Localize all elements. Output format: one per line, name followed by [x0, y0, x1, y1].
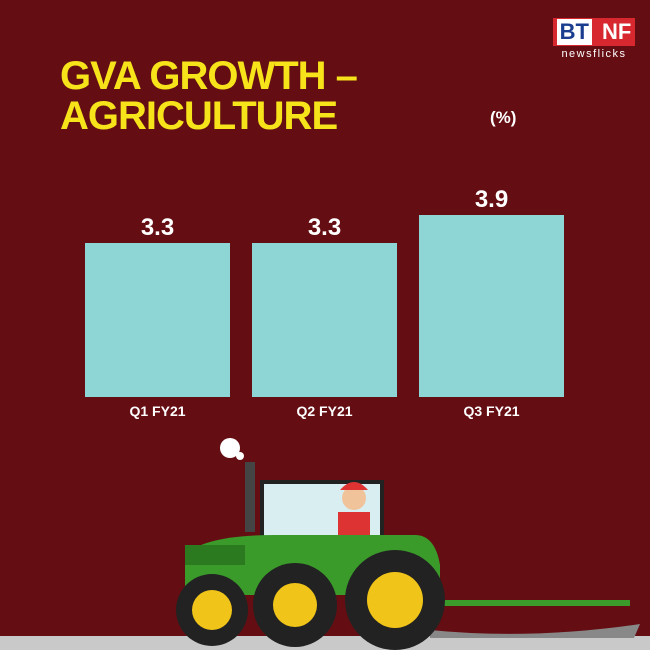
- x-tick-label: Q2 FY21: [296, 403, 352, 419]
- wheel-rim: [192, 590, 232, 630]
- plough-blades: [430, 624, 640, 638]
- x-tick-label: Q3 FY21: [463, 403, 519, 419]
- x-tick-label: Q1 FY21: [129, 403, 185, 419]
- logo-right: NF: [602, 19, 632, 44]
- logo-left: BT: [556, 19, 592, 45]
- value-label: 3.3: [141, 214, 174, 241]
- wheel-rim: [367, 572, 423, 628]
- logo-sub: newsflicks: [561, 48, 627, 60]
- value-label: 3.9: [475, 186, 508, 213]
- value-label: 3.3: [308, 214, 341, 241]
- logo: BT NF newsflicks: [553, 18, 635, 60]
- smoke: [236, 452, 244, 460]
- exhaust: [245, 462, 255, 532]
- bar: [419, 215, 564, 397]
- hood: [185, 545, 245, 565]
- ground: [0, 636, 650, 650]
- farmer-cap: [340, 482, 368, 490]
- wheel-rim: [273, 583, 317, 627]
- bar: [252, 243, 397, 397]
- tractor-illustration: [0, 438, 650, 650]
- smoke: [220, 438, 240, 458]
- chart-title: GVA GROWTH – AGRICULTURE: [60, 54, 358, 138]
- farmer-head: [342, 486, 366, 510]
- plough-bar: [430, 600, 630, 606]
- bar: [85, 243, 230, 397]
- unit-label: (%): [490, 108, 517, 127]
- logo-box: BT NF: [553, 18, 635, 46]
